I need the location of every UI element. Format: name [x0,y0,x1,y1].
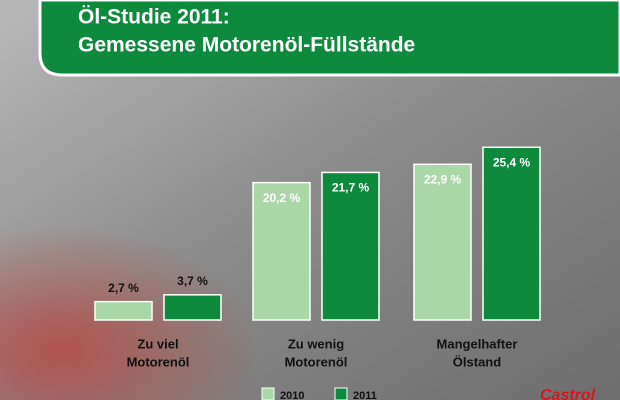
legend-label: 2010 [280,390,304,400]
x-tick-label: Zu wenig [288,336,344,351]
brand-logo: Castrol [540,387,596,400]
value-label: 3,7 % [177,274,208,288]
legend-label: 2011 [353,390,377,400]
x-tick-label: Motorenöl [285,354,348,369]
value-label: 22,9 % [424,172,462,186]
bar [163,294,222,321]
chart-title: Öl-Studie 2011: [78,6,230,29]
bar [482,146,541,321]
header-band [38,0,620,77]
bar [94,300,153,321]
value-label: 21,7 % [332,181,370,195]
legend-swatch [261,387,275,400]
x-tick-label: Ölstand [453,354,501,369]
x-tick-label: Mangelhafter [437,336,518,351]
value-label: 20,2 % [263,191,301,205]
value-label: 2,7 % [108,281,139,295]
chart-title: Gemessene Motorenöl-Füllstände [78,34,415,57]
value-label: 25,4 % [493,155,531,169]
bar [413,163,472,321]
legend-swatch [334,387,348,400]
bar [252,181,311,321]
bar [321,171,380,321]
x-tick-label: Zu viel [137,336,178,351]
x-tick-label: Motorenöl [127,354,190,369]
